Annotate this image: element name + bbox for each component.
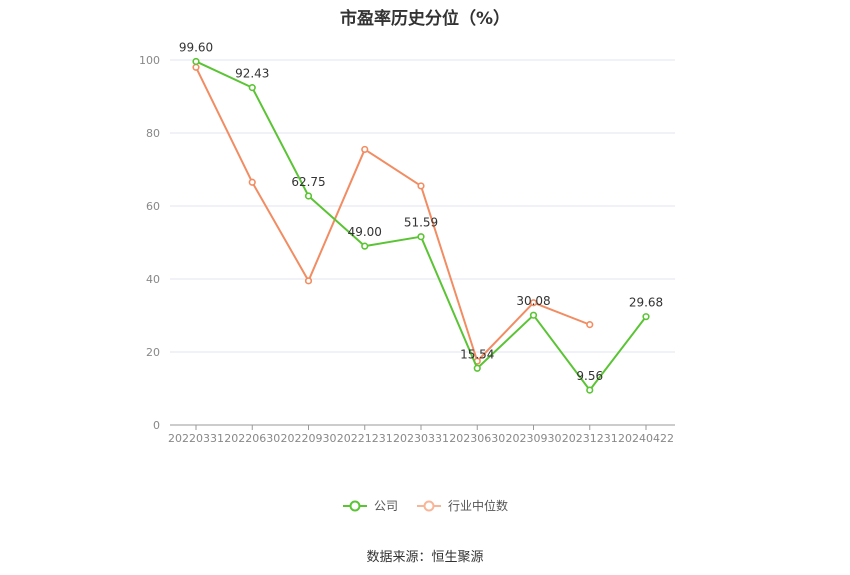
industry-median-point <box>529 299 538 307</box>
axes: 0 20 40 60 80 100 20220331 20220630 20220930 2022… <box>139 54 675 445</box>
company-data-label: 49.00 <box>348 225 382 239</box>
legend-company-label: 公司 <box>373 499 398 513</box>
source-note: 数据来源：恒生聚源 <box>366 550 484 565</box>
x-tick-label: 20221231 <box>337 432 393 445</box>
grid-lines <box>170 59 675 353</box>
legend-item-industry-median[interactable]: 行业中位数 <box>416 497 508 514</box>
company-data-label: 62.75 <box>291 175 325 189</box>
industry-median-point <box>361 145 369 154</box>
industry-median-point <box>586 321 594 329</box>
x-tick-label: 20220331 <box>168 432 224 445</box>
x-tick-label: 20240422 <box>618 432 674 445</box>
legend-industry-label: 行业中位数 <box>448 499 509 513</box>
company-point <box>473 364 481 372</box>
company-point <box>586 386 594 394</box>
chart-title: 市盈率历史分位（%） <box>339 9 511 29</box>
x-tick-label: 20230331 <box>393 432 449 445</box>
industry-median-line <box>195 66 591 363</box>
company-data-label: 51.59 <box>404 216 438 230</box>
data-labels: 99.60 92.43 62.75 49.00 51.59 15.54 30.08 9.56 2… <box>179 40 663 383</box>
x-tick-label: 20231231 <box>562 432 618 445</box>
series-lines <box>192 57 650 394</box>
company-point <box>417 233 425 241</box>
company-data-label: 92.43 <box>235 67 269 81</box>
y-tick-label: 20 <box>146 346 160 359</box>
y-tick-label: 0 <box>153 419 160 432</box>
legend-company-swatch-icon <box>342 500 367 511</box>
company-data-label: 15.54 <box>460 347 494 361</box>
y-tick-label: 80 <box>146 127 160 140</box>
legend-item-company[interactable]: 公司 <box>342 497 398 514</box>
company-point <box>192 57 200 66</box>
legend: 公司 行业中位数 <box>0 497 850 514</box>
company-data-label: 99.60 <box>179 40 213 54</box>
y-tick-label: 100 <box>139 54 160 67</box>
company-data-label: 9.56 <box>576 369 603 383</box>
company-point <box>529 311 538 319</box>
industry-median-point <box>304 277 313 285</box>
industry-median-point <box>417 182 425 190</box>
company-data-label: 29.68 <box>629 296 663 310</box>
industry-median-point <box>248 178 256 186</box>
x-tick-label: 20230930 <box>506 432 562 445</box>
company-data-label: 30.08 <box>516 294 550 308</box>
y-tick-label: 40 <box>146 273 160 286</box>
company-point <box>642 313 650 321</box>
company-point <box>248 84 256 92</box>
company-point <box>361 242 369 250</box>
x-tick-label: 20230630 <box>449 432 505 445</box>
company-point <box>304 192 313 200</box>
y-tick-label: 60 <box>146 200 160 213</box>
x-tick-label: 20220630 <box>224 432 280 445</box>
industry-median-point <box>192 63 200 71</box>
legend-industry-swatch-icon <box>417 500 441 511</box>
x-tick-label: 20220930 <box>281 432 337 445</box>
